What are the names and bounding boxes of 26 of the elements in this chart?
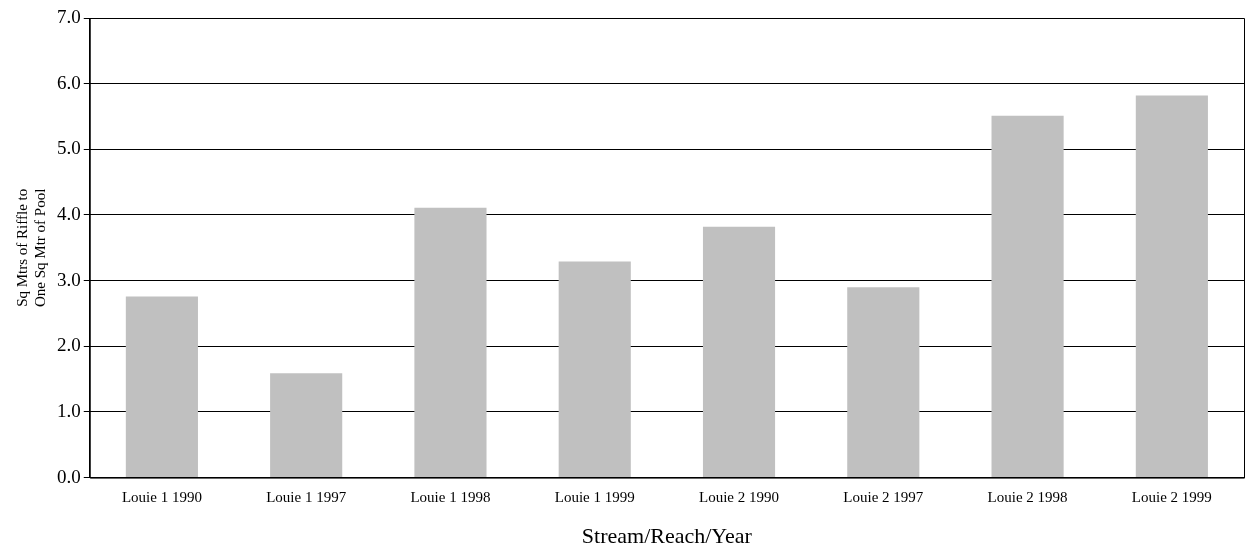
- x-tick-label: Louie 1 1998: [410, 488, 491, 505]
- y-tick-label: 1.0: [57, 399, 81, 421]
- bar: [847, 287, 920, 478]
- bar: [125, 296, 198, 478]
- y-tick-label: 2.0: [57, 334, 81, 356]
- y-tick-label: 3.0: [57, 268, 81, 290]
- bar: [702, 226, 776, 478]
- bar: [270, 373, 343, 478]
- x-tick-label: Louie 2 1990: [699, 488, 780, 505]
- x-tick-label: Louie 1 1997: [266, 488, 347, 505]
- x-tick-label: Louie 1 1990: [121, 488, 202, 505]
- bar: [1135, 95, 1208, 478]
- x-tick-label: Louie 2 1999: [1131, 488, 1212, 505]
- y-tick-label: 0.0: [57, 465, 81, 487]
- y-tick-label: 5.0: [57, 137, 81, 159]
- bar: [991, 115, 1064, 478]
- x-axis-title: Stream/Reach/Year: [581, 522, 753, 548]
- y-axis-title: Sq Mtrs of Riffle to One Sq Mtr of Pool: [13, 188, 48, 307]
- bar: [414, 207, 487, 478]
- bar: [558, 261, 631, 478]
- x-tick-label: Louie 2 1998: [987, 488, 1068, 505]
- y-tick-label: 6.0: [57, 71, 81, 93]
- y-tick-label: 7.0: [57, 5, 81, 27]
- x-tick-label: Louie 2 1997: [843, 488, 924, 505]
- y-tick-label: 4.0: [57, 202, 81, 224]
- x-tick-label: Louie 1 1999: [554, 488, 635, 505]
